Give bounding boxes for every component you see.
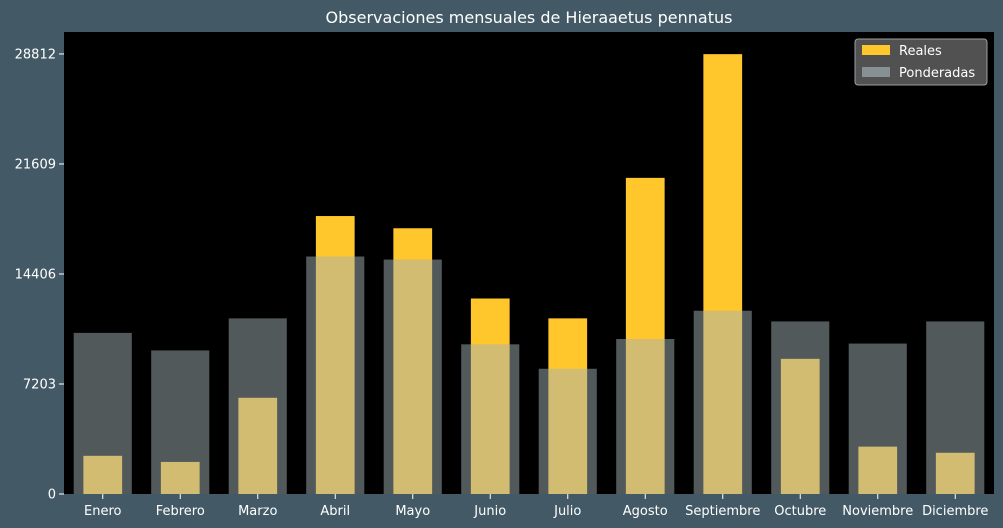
y-tick-label-1: 7203 <box>23 377 56 392</box>
x-tick-label-4: Mayo <box>395 504 430 519</box>
bar-ponderadas-9 <box>771 321 830 494</box>
bar-ponderadas-0 <box>73 332 132 494</box>
y-tick-label-2: 14406 <box>15 267 56 282</box>
x-tick-label-0: Enero <box>84 504 122 519</box>
bar-ponderadas-4 <box>383 259 442 494</box>
plot-area <box>64 32 994 494</box>
x-tick-label-8: Septiembre <box>685 504 760 519</box>
y-tick-label-0: 0 <box>48 488 56 503</box>
x-tick-label-7: Agosto <box>623 504 668 519</box>
x-axis: Enero Febrero Marzo Abril Mayo Junio Julio Agos… <box>84 494 988 519</box>
y-axis: 0 7203 14406 21609 28812 <box>15 47 64 503</box>
bar-ponderadas-10 <box>848 343 907 494</box>
bar-ponderadas-3 <box>306 256 365 494</box>
legend-label-1: Ponderadas <box>899 66 975 81</box>
legend-swatch-0 <box>862 45 890 55</box>
legend-swatch-1 <box>862 67 890 77</box>
x-tick-label-1: Febrero <box>156 504 205 519</box>
x-tick-label-9: Octubre <box>774 504 826 519</box>
series-ponderadas <box>73 256 985 494</box>
bar-ponderadas-6 <box>538 368 597 494</box>
bar-ponderadas-5 <box>461 344 520 494</box>
bar-ponderadas-8 <box>693 310 752 494</box>
legend-label-0: Reales <box>899 44 942 59</box>
bar-ponderadas-11 <box>926 321 985 494</box>
x-tick-label-6: Julio <box>553 504 581 519</box>
y-tick-label-4: 28812 <box>15 47 56 62</box>
bar-ponderadas-7 <box>616 338 675 494</box>
x-tick-label-5: Junio <box>473 504 506 519</box>
bar-ponderadas-2 <box>228 318 287 494</box>
x-tick-label-10: Noviembre <box>842 504 913 519</box>
x-tick-label-3: Abril <box>320 504 350 519</box>
y-tick-label-3: 21609 <box>15 157 56 172</box>
x-tick-label-11: Diciembre <box>922 504 988 519</box>
x-tick-label-2: Marzo <box>238 504 277 519</box>
bar-ponderadas-1 <box>151 350 210 494</box>
chart-title: Observaciones mensuales de Hieraaetus pe… <box>326 8 733 27</box>
legend: Reales Ponderadas <box>854 38 988 86</box>
